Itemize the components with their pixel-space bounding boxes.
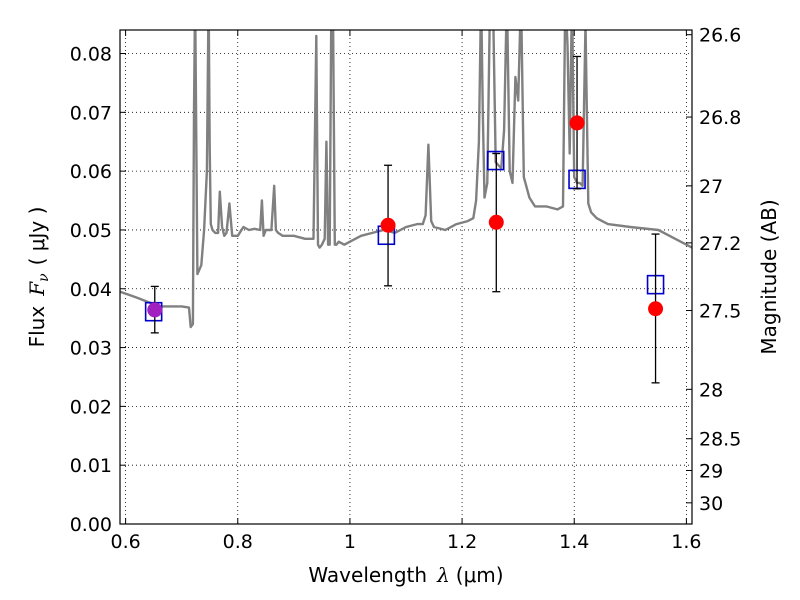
observed-flux-point xyxy=(648,301,664,317)
x-axis-title-text: Wavelength xyxy=(308,563,427,587)
series-layer xyxy=(120,30,692,384)
plot-frame xyxy=(119,29,693,525)
y-axis-title-symbol: F xyxy=(25,281,49,297)
observed-flux-point xyxy=(380,217,396,233)
y-tick-label: 0.02 xyxy=(70,396,112,418)
right-tick-label: 29 xyxy=(699,460,723,482)
right-tick-label: 26.6 xyxy=(699,25,741,47)
tick-labels: 0.6 0.8 1 1.2 1.4 1.6 0.00 0.01 0.02 0.03 0.04 0.05… xyxy=(70,25,742,553)
right-tick-label: 28.5 xyxy=(699,429,741,451)
y-tick-label: 0.00 xyxy=(70,514,112,536)
y-axis-title-subscript: ν xyxy=(36,273,52,282)
y-tick-label: 0.08 xyxy=(70,44,112,66)
observed-flux-point xyxy=(569,115,585,131)
x-tick-label: 1.6 xyxy=(671,531,701,553)
template-spectrum-line xyxy=(120,30,692,329)
y-axis-title: Flux Fν ( μJy ) xyxy=(25,207,52,348)
y-axis-title-unit: ( μJy ) xyxy=(25,207,49,266)
ticks xyxy=(120,30,692,525)
x-tick-label: 0.6 xyxy=(110,531,140,553)
observed-flux-point xyxy=(488,214,504,230)
right-tick-label: 27 xyxy=(699,176,723,198)
x-axis-title: Wavelength λ (μm) xyxy=(308,563,503,587)
right-tick-label: 30 xyxy=(699,493,723,515)
right-tick-label: 27.5 xyxy=(699,301,741,323)
y-axis-title-text: Flux xyxy=(25,306,49,348)
x-tick-label: 1.4 xyxy=(559,531,589,553)
x-axis-title-symbol: λ xyxy=(436,563,450,587)
right-tick-label: 26.8 xyxy=(699,107,741,129)
y-tick-label: 0.06 xyxy=(70,161,112,183)
plot-area xyxy=(120,30,692,384)
right-axis-title: Magnitude (AB) xyxy=(757,199,781,354)
right-tick-label: 28 xyxy=(699,379,723,401)
x-tick-label: 1 xyxy=(344,531,356,553)
y-tick-label: 0.01 xyxy=(70,455,112,477)
y-tick-label: 0.05 xyxy=(70,220,112,242)
x-axis-title-unit: (μm) xyxy=(456,563,504,587)
y-tick-label: 0.03 xyxy=(70,338,112,360)
x-tick-label: 1.2 xyxy=(447,531,477,553)
right-tick-label: 27.2 xyxy=(699,233,741,255)
plot-background xyxy=(120,30,692,524)
x-tick-label: 0.8 xyxy=(223,531,253,553)
y-tick-label: 0.04 xyxy=(70,279,112,301)
observed-flux-point xyxy=(147,302,163,318)
y-tick-label: 0.07 xyxy=(70,102,112,124)
